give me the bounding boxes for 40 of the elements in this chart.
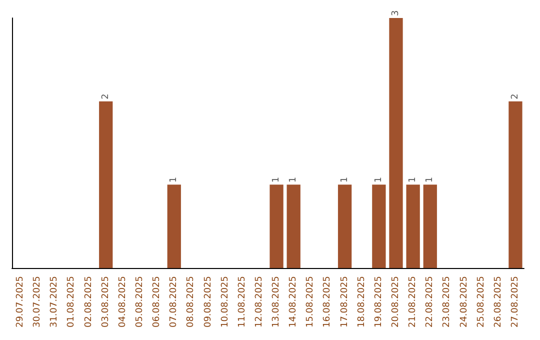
x-tick-label: 20.08.2025 xyxy=(391,276,401,328)
x-tick-label: 06.08.2025 xyxy=(152,276,162,328)
x-tick-label: 03.08.2025 xyxy=(100,276,111,328)
x-tick-label: 21.08.2025 xyxy=(408,276,418,328)
data-label: 2 xyxy=(510,94,520,100)
x-tick-label: 14.08.2025 xyxy=(288,276,299,328)
x-tick-label: 02.08.2025 xyxy=(84,276,94,328)
x-tick-label: 10.08.2025 xyxy=(220,276,230,328)
data-label: 1 xyxy=(408,176,418,183)
x-tick-label: 25.08.2025 xyxy=(476,276,486,328)
x-tick-label: 22.08.2025 xyxy=(425,276,436,328)
data-label: 1 xyxy=(272,176,282,183)
x-tick-label: 31.07.2025 xyxy=(50,276,60,328)
x-tick-label: 17.08.2025 xyxy=(340,276,350,328)
x-tick-label: 26.08.2025 xyxy=(493,276,504,328)
x-tick-label: 23.08.2025 xyxy=(442,276,452,328)
x-tick-label: 07.08.2025 xyxy=(169,276,180,328)
data-label: 1 xyxy=(288,176,299,183)
x-tick-label: 24.08.2025 xyxy=(459,276,470,328)
x-tick-label: 13.08.2025 xyxy=(272,276,282,328)
x-tick-label: 04.08.2025 xyxy=(118,276,128,328)
data-label: 2 xyxy=(100,94,111,100)
x-tick-label: 27.08.2025 xyxy=(510,276,520,328)
x-tick-label: 29.07.2025 xyxy=(16,276,26,328)
x-tick-label: 15.08.2025 xyxy=(306,276,316,328)
x-tick-label: 16.08.2025 xyxy=(322,276,333,328)
x-tick-label: 18.08.2025 xyxy=(356,276,367,328)
data-label: 1 xyxy=(425,176,436,183)
data-label: 1 xyxy=(169,176,180,183)
x-tick-label: 19.08.2025 xyxy=(374,276,384,328)
data-label: 1 xyxy=(340,176,350,183)
x-tick-label: 11.08.2025 xyxy=(237,276,248,328)
x-tick-label: 09.08.2025 xyxy=(203,276,214,328)
x-tick-label: 01.08.2025 xyxy=(66,276,77,328)
data-label: 1 xyxy=(374,176,384,183)
x-tick-label: 12.08.2025 xyxy=(254,276,264,328)
x-tick-label: 05.08.2025 xyxy=(135,276,145,328)
data-label: 3 xyxy=(391,10,401,16)
x-tick-label: 30.07.2025 xyxy=(32,276,43,328)
x-tick-label: 08.08.2025 xyxy=(186,276,196,328)
